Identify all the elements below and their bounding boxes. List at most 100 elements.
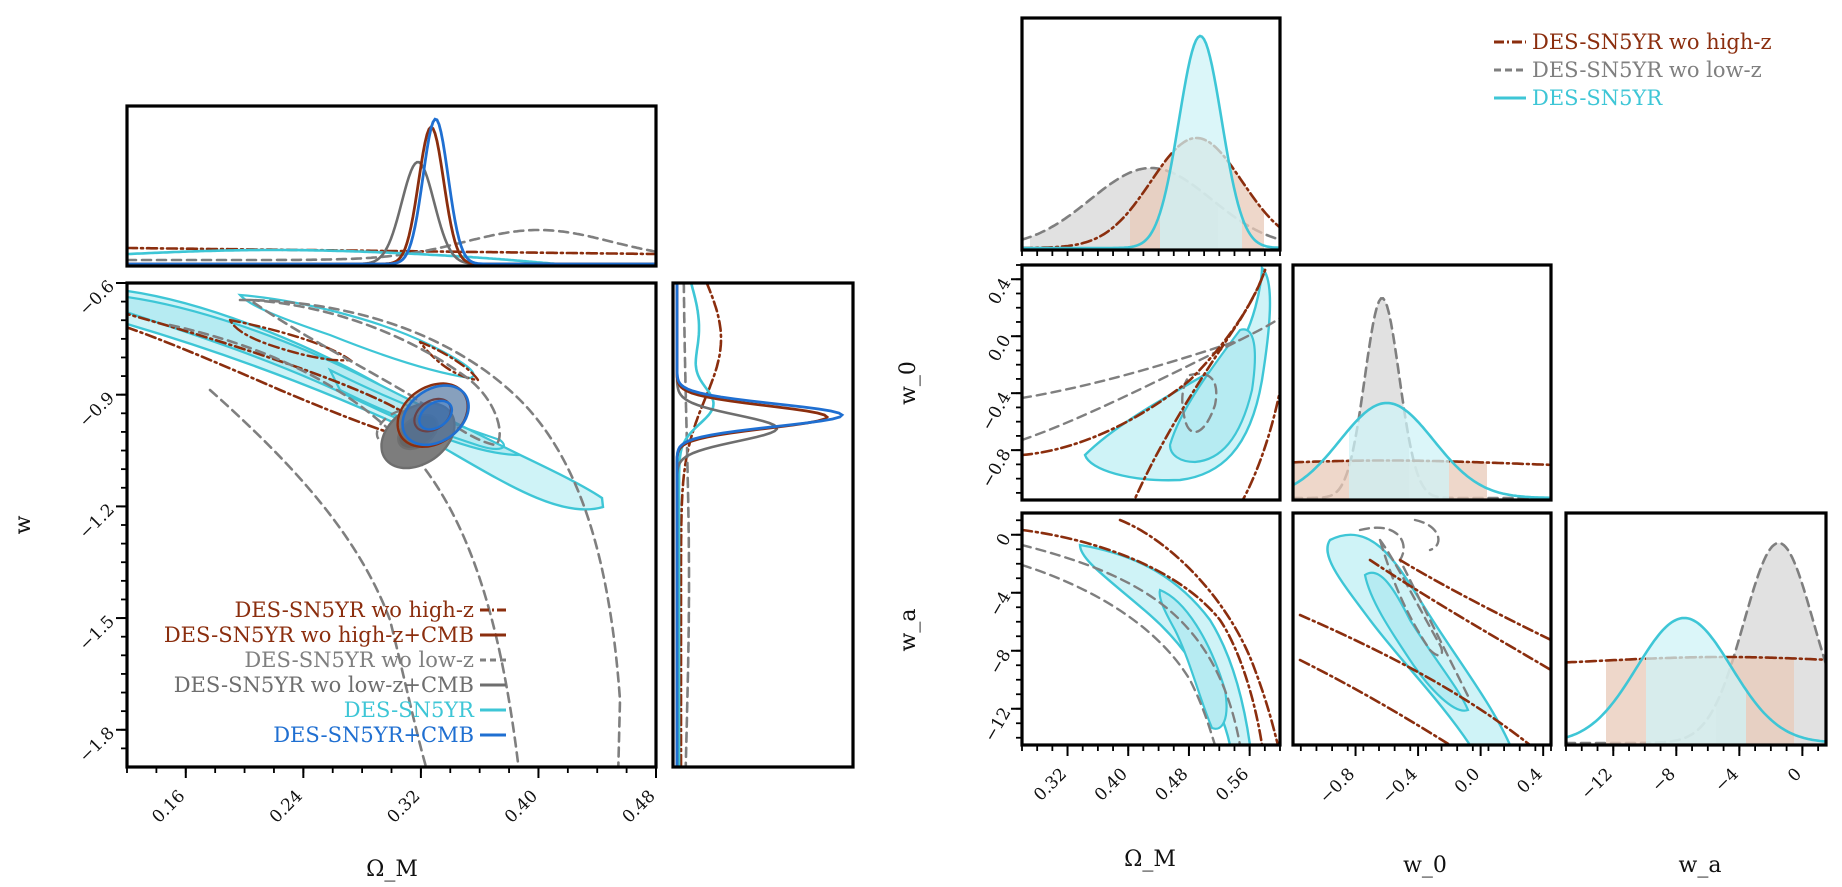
y-tick-label: −1.8 — [75, 723, 118, 766]
x-tick-label: 0.56 — [1212, 764, 1253, 805]
marginal-curve — [1022, 166, 1280, 241]
legend-label: DES-SN5YR wo high-z — [234, 598, 474, 622]
lowz-outer-contour-1 — [1022, 316, 1280, 442]
marginal-curve — [1566, 616, 1826, 743]
x-tick-label: 0.48 — [1152, 764, 1193, 805]
highz-inner-contour-2 — [418, 340, 481, 382]
w0-axis-label: w_0 — [896, 361, 921, 405]
x-tick-label: −12 — [1577, 764, 1617, 804]
lowz-cmb-w-marginal — [675, 283, 779, 767]
marginal-curve — [1566, 541, 1826, 745]
highz-omega-marginal — [127, 246, 656, 256]
y-tick-label: 0.0 — [985, 332, 1016, 365]
sn5yr-inner-contour — [1168, 328, 1256, 464]
highz-inner-contour — [227, 318, 354, 362]
x-tick-label: 0.0 — [1451, 764, 1484, 797]
highz-contour-4 — [1398, 558, 1551, 642]
highz-cmb-w-marginal — [675, 283, 830, 767]
lowz-loop — [1413, 518, 1440, 552]
highz-contour-3 — [1241, 383, 1280, 500]
y-tick-label: 0 — [993, 530, 1016, 549]
contours — [127, 289, 622, 767]
w-marginal-curves — [675, 283, 845, 767]
contours — [1022, 265, 1280, 500]
lowz-outer-contour-right — [238, 298, 622, 767]
sn5yr-inner-loop — [237, 293, 475, 380]
omega-marginal-panel — [125, 104, 658, 268]
wa-axis-label: w_a — [896, 609, 921, 652]
marginal-shaded-band — [1349, 403, 1449, 500]
panel-frame — [1020, 263, 1282, 502]
omega-wa-panel: 0−4−8−120.32 0.40 0.48 0.56Ω_Mw_a — [896, 511, 1282, 872]
panel-frame — [1020, 511, 1282, 747]
sn5yr-cmb-inner-contour — [418, 399, 454, 431]
highz-contour-3 — [1368, 558, 1551, 672]
w0-x-axis-label: w_0 — [1403, 853, 1447, 878]
x-axis-label: Ω_M — [366, 857, 418, 882]
y-tick-label: −1.2 — [75, 500, 118, 543]
sn5yr-cmb-omega-marginal — [127, 117, 656, 266]
x-tick-label: −0.4 — [1378, 764, 1421, 807]
lowz-inner-contour — [248, 298, 501, 447]
lowz-outer-contour-2 — [1022, 338, 1242, 400]
sn5yr-w-marginal — [677, 283, 715, 767]
omega-axis-label: Ω_M — [1124, 847, 1176, 872]
legend-label: DES-SN5YR wo high-z+CMB — [164, 623, 474, 647]
lowz-inner-contour — [1378, 538, 1444, 657]
x-tick-label: 0.16 — [148, 786, 189, 827]
y-tick-label: −12 — [980, 704, 1015, 745]
y-tick-label: −1.5 — [75, 612, 118, 655]
x-tick-label: −0.8 — [1316, 764, 1359, 807]
lowz-inner-contour — [1181, 372, 1218, 434]
y-tick-label: 0.4 — [985, 275, 1016, 308]
top-marginal-curves — [127, 117, 656, 266]
y-tick-label: −0.4 — [978, 389, 1016, 435]
omega-w-contour-panel: 0.16 0.24 0.32 0.40 0.48 −0.6 −0.9 −1.2 −1.5 −1.8… — [11, 277, 660, 882]
highz-cmb-omega-marginal — [127, 125, 656, 266]
marginal-curves — [1293, 296, 1551, 500]
lowz-contour-1 — [1022, 543, 1242, 745]
highz-contour-2 — [1132, 268, 1267, 500]
sn5yr-cmb-w-marginal — [675, 283, 845, 767]
w0-1d-panel — [1291, 263, 1553, 502]
y-tick-label: −0.9 — [75, 388, 118, 431]
lowz-contour-2 — [1022, 563, 1217, 745]
y-tick-label: −0.8 — [978, 446, 1016, 492]
highz-w-marginal — [679, 283, 723, 767]
w-marginal-panel — [671, 281, 855, 769]
marginal-curves — [1566, 541, 1826, 745]
x-tick-label: 0 — [1784, 764, 1806, 786]
top-marginal-frame — [125, 104, 658, 268]
right-legend: DES-SN5YR wo high-z DES-SN5YR wo low-z DES… — [1494, 30, 1772, 110]
marginal-curves — [1022, 34, 1280, 250]
omega-w0-panel: 0.4 0.0 −0.4 −0.8 w_0 — [896, 263, 1282, 502]
highz-contour-2 — [1118, 518, 1280, 745]
contours — [1298, 518, 1551, 745]
legend-label: DES-SN5YR wo low-z — [244, 648, 474, 672]
sn5yr-inner-contour — [1363, 571, 1470, 712]
w-marginal-frame — [671, 281, 855, 769]
legend-label: DES-SN5YR wo low-z+CMB — [174, 673, 474, 697]
panel-frame — [1291, 511, 1553, 747]
x-tick-label: 0.40 — [501, 786, 542, 827]
sn5yr-inner-loop-2 — [327, 367, 506, 450]
marginal-shaded-band — [1646, 618, 1746, 745]
marginal-frame — [1564, 511, 1828, 747]
highz-contour-1 — [1298, 613, 1532, 745]
legend-label: DES-SN5YR wo high-z — [1532, 30, 1772, 54]
sn5yr-outer-contour — [1078, 543, 1252, 745]
marginal-curve — [1293, 401, 1551, 500]
legend-label: DES-SN5YR — [344, 698, 475, 722]
lowz-omega-marginal — [127, 228, 656, 262]
y-tick-label: −0.6 — [75, 277, 118, 320]
x-tick-label: −8 — [1648, 764, 1680, 796]
contours — [1022, 518, 1280, 745]
legend-label: DES-SN5YR wo low-z — [1532, 58, 1762, 82]
lowz-lower-arc — [208, 388, 428, 767]
lowz-contour-1 — [1358, 526, 1472, 702]
marginal-frame — [1291, 263, 1553, 502]
x-tick-label: 0.24 — [266, 786, 307, 827]
marginal-curve — [1022, 34, 1280, 250]
sn5yr-inner-contour — [1158, 588, 1228, 730]
